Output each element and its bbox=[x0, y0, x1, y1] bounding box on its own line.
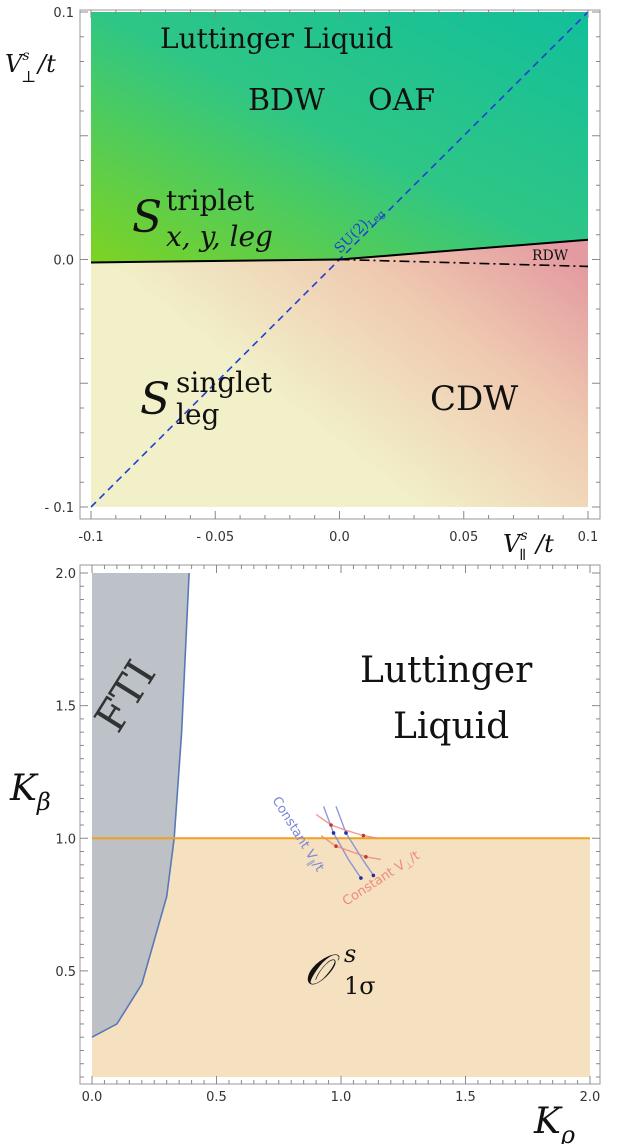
constant-coupling-curves bbox=[315, 806, 381, 880]
y-axis-label: Vs ⊥/t bbox=[5, 48, 56, 86]
region-label-fti: FTI bbox=[85, 652, 166, 741]
x-tick-label: 0.05 bbox=[449, 530, 478, 545]
boundary-left bbox=[90, 258, 340, 264]
curve-point bbox=[371, 873, 376, 878]
constant-vpar-curve bbox=[322, 806, 362, 879]
x-tick-label: 1.0 bbox=[331, 1090, 352, 1105]
luttinger-liquid-region bbox=[91, 12, 588, 263]
y-tick-label: 1.0 bbox=[55, 832, 76, 847]
singlet-cdw-region bbox=[91, 239, 588, 507]
curve-point bbox=[359, 876, 363, 880]
x-tick-label: 0.1 bbox=[578, 530, 599, 545]
region-label-rdw: RDW bbox=[532, 248, 569, 264]
curve-point bbox=[329, 823, 333, 827]
y-tick-label: 1.5 bbox=[55, 700, 76, 715]
axis-ticks: -0.1 - 0.05 0.0 0.05 0.1 0.1 0.0 - 0.1 bbox=[45, 6, 600, 545]
region-label-cdw: CDW bbox=[430, 379, 518, 419]
x-tick-label: -0.1 bbox=[78, 530, 103, 545]
fti-boundary-line bbox=[91, 572, 190, 1038]
y-tick-label: 0.0 bbox=[53, 254, 74, 269]
constant-vpar-curve bbox=[335, 806, 374, 876]
x-tick-label: 1.5 bbox=[455, 1090, 476, 1105]
o1s-region bbox=[92, 838, 590, 1077]
region-label-luttinger: Luttinger Liquid bbox=[160, 22, 393, 55]
x-tick-label: 0.5 bbox=[206, 1090, 227, 1105]
x-axis-label: Vs ∥/t bbox=[503, 528, 554, 560]
x-tick-label: 2.0 bbox=[580, 1090, 601, 1105]
x-tick-label: 0.0 bbox=[82, 1090, 103, 1105]
boundary-lower-right bbox=[339, 258, 589, 268]
constant-vperp-curve bbox=[320, 835, 381, 861]
const-vpar-label: Constant V∥/t bbox=[267, 794, 327, 875]
fti-region bbox=[92, 573, 190, 1038]
axis-ticks-bottom: 0.0 0.5 1.0 1.5 2.0 2.0 1.5 1.0 0.5 bbox=[55, 565, 600, 1105]
y-axis-label-bottom: Kβ bbox=[9, 768, 51, 816]
curve-point bbox=[361, 833, 366, 838]
y-tick-label: 0.5 bbox=[55, 965, 76, 980]
region-label-oaf: OAF bbox=[368, 83, 435, 118]
const-vperp-label: Constant V⊥/t bbox=[340, 848, 424, 911]
x-tick-label: 0.0 bbox=[329, 530, 350, 545]
y-tick-label: 2.0 bbox=[55, 567, 76, 582]
boundary-upper-right bbox=[339, 238, 589, 261]
x-axis-label-bottom: Kρ bbox=[533, 1101, 575, 1144]
region-label-bdw: BDW bbox=[248, 83, 325, 118]
curve-point bbox=[331, 831, 336, 835]
phase-diagram-top: -0.1 - 0.05 0.0 0.05 0.1 0.1 0.0 - 0.1 Luttinge… bbox=[5, 6, 601, 560]
y-tick-label: - 0.1 bbox=[45, 501, 75, 516]
constant-vperp-curve bbox=[315, 813, 379, 839]
y-tick-label: 0.1 bbox=[53, 6, 74, 21]
curve-point bbox=[344, 831, 348, 835]
region-label-luttinger-1: Luttinger bbox=[360, 650, 533, 691]
region-label-luttinger-2: Liquid bbox=[393, 706, 509, 747]
curve-point bbox=[364, 855, 368, 859]
plot-frame-bottom bbox=[79, 564, 601, 1085]
x-tick-label: - 0.05 bbox=[196, 530, 234, 545]
curve-point bbox=[334, 844, 338, 849]
